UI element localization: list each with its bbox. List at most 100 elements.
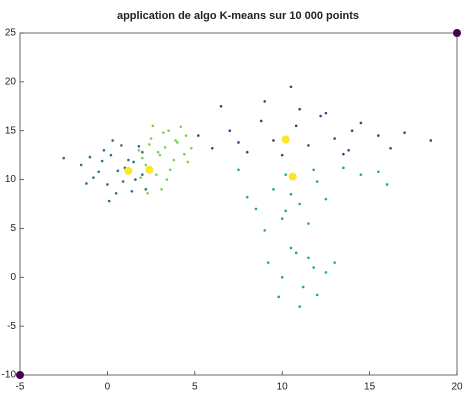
centroid: [124, 166, 133, 175]
y-tick-label: -10: [2, 370, 17, 381]
x-tick-label: 10: [277, 382, 289, 393]
point: [137, 148, 141, 152]
point: [289, 192, 293, 196]
point: [289, 246, 293, 250]
point: [146, 191, 149, 195]
point: [315, 180, 319, 183]
point: [245, 150, 249, 154]
point: [298, 305, 301, 308]
point: [259, 119, 263, 123]
point: [163, 146, 167, 149]
point: [165, 178, 169, 181]
point: [79, 163, 83, 167]
point: [160, 188, 163, 191]
point: [347, 148, 350, 152]
point: [333, 261, 336, 264]
point: [92, 176, 95, 179]
point: [155, 173, 158, 176]
point: [377, 170, 380, 174]
point: [254, 207, 258, 211]
point: [210, 147, 214, 150]
point: [111, 139, 114, 142]
y-tick-label: 10: [5, 174, 17, 185]
point: [280, 275, 284, 279]
point: [277, 295, 281, 299]
centroid: [288, 172, 297, 181]
point: [312, 266, 315, 269]
centroid: [281, 135, 290, 144]
point: [186, 160, 190, 164]
point: [280, 217, 284, 220]
y-tick-label: 0: [10, 272, 16, 283]
point: [88, 155, 92, 159]
point: [280, 153, 284, 157]
centroid: [16, 371, 24, 379]
point: [139, 176, 142, 179]
point: [109, 153, 113, 157]
point: [106, 183, 109, 186]
point: [319, 114, 322, 118]
point: [312, 168, 315, 172]
x-tick-label: 15: [364, 382, 376, 393]
point: [284, 173, 287, 176]
point: [158, 153, 162, 157]
point: [237, 168, 240, 172]
point: [359, 173, 363, 176]
point: [134, 178, 137, 181]
point: [144, 188, 148, 191]
point: [350, 129, 354, 133]
point: [107, 199, 111, 203]
point: [272, 139, 275, 142]
point: [190, 147, 193, 150]
point: [289, 85, 293, 89]
point: [307, 256, 310, 260]
point: [294, 124, 298, 128]
point: [294, 251, 298, 255]
point: [162, 131, 165, 134]
point: [307, 222, 310, 225]
point: [149, 137, 153, 140]
y-tick-label: 15: [5, 125, 17, 136]
point: [263, 100, 267, 103]
point: [179, 125, 183, 129]
point: [169, 168, 172, 172]
point: [307, 144, 310, 147]
point: [121, 180, 125, 183]
point: [237, 141, 240, 144]
y-tick-label: 25: [5, 28, 17, 39]
point: [62, 156, 65, 160]
x-tick-label: 0: [105, 382, 111, 393]
point: [301, 285, 305, 289]
point: [228, 129, 232, 133]
plot-frame: [19, 32, 458, 376]
point: [377, 134, 380, 137]
point: [403, 131, 406, 134]
point: [130, 189, 134, 193]
centroid: [453, 29, 461, 37]
point: [174, 139, 177, 142]
point: [284, 209, 287, 213]
point: [132, 160, 135, 164]
point: [102, 148, 106, 152]
point: [385, 183, 389, 186]
x-tick-label: -5: [16, 382, 25, 393]
point: [324, 111, 328, 115]
point: [144, 163, 148, 167]
point: [298, 107, 301, 111]
point: [120, 144, 123, 147]
point: [137, 145, 141, 148]
point: [184, 134, 188, 137]
point: [85, 182, 88, 185]
point: [272, 188, 275, 191]
point: [141, 173, 144, 176]
point: [315, 293, 319, 297]
point: [263, 229, 267, 232]
point: [127, 158, 130, 162]
point: [219, 104, 223, 108]
y-tick-label: 5: [10, 223, 16, 234]
point: [141, 150, 144, 154]
x-tick-label: 5: [192, 382, 198, 393]
point: [176, 141, 179, 144]
point: [116, 169, 120, 173]
